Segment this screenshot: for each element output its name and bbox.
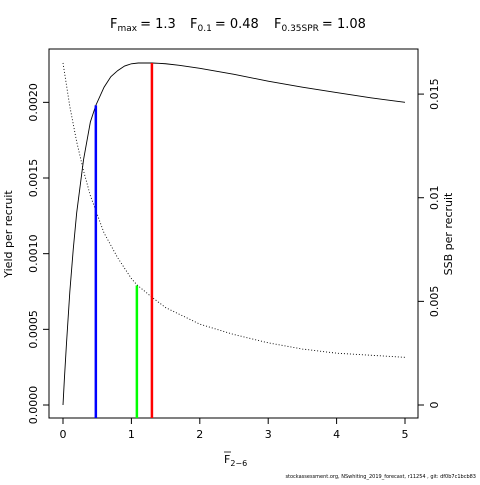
x-tick-label: 2 xyxy=(196,428,203,441)
f01-value: = 0.48 xyxy=(215,17,259,32)
x-tick-label: 4 xyxy=(333,428,340,441)
x-tick-label: 5 xyxy=(402,428,409,441)
y-tick-left-label: 0.0005 xyxy=(27,310,40,349)
f01-label: F xyxy=(190,17,197,32)
y-tick-right-label: 0.01 xyxy=(428,185,441,210)
fspr-value: = 1.08 xyxy=(322,17,366,32)
y-tick-right-label: 0.005 xyxy=(428,286,441,318)
y-axis-right: 0 0.005 0.01 0.015 xyxy=(417,78,441,409)
x-tick-label: 1 xyxy=(128,428,135,441)
ssb-per-recruit-line xyxy=(62,62,406,358)
chart-title: Fmax = 1.3 F0.1 = 0.48 F0.35SPR = 1.08 xyxy=(110,17,366,34)
reference-lines xyxy=(94,63,154,418)
x-tick-label: 0 xyxy=(60,428,67,441)
y-axis-left: 0.0000 0.0005 0.0010 0.0015 0.0020 xyxy=(27,83,50,425)
fmax-sub: max xyxy=(117,24,137,34)
y-tick-left-label: 0.0000 xyxy=(27,386,40,425)
x-tick-label: 3 xyxy=(265,428,272,441)
y-tick-left-label: 0.0010 xyxy=(27,234,40,272)
x-axis-title-sub: 2−6 xyxy=(230,459,247,468)
y-axis-right-title: SSB per recruit xyxy=(442,192,455,275)
fspr-label: F xyxy=(274,17,281,32)
y-tick-left-label: 0.0015 xyxy=(27,159,40,198)
yield-per-recruit-line xyxy=(62,62,406,406)
y-tick-right-label: 0.015 xyxy=(428,78,441,110)
y-tick-left-label: 0.0020 xyxy=(27,83,40,122)
x-axis-title-main: F xyxy=(224,453,230,466)
footer-text: stockassessment.org, NSwhiting_2019_fore… xyxy=(285,474,476,480)
y-axis-left-title: Yield per recruit xyxy=(2,190,15,279)
plot-frame xyxy=(48,48,419,419)
x-axis-title: F2−6 xyxy=(224,453,247,468)
y-tick-right-label: 0 xyxy=(428,402,441,409)
x-axis: 0 1 2 3 4 5 xyxy=(60,417,409,441)
f01-sub: 0.1 xyxy=(197,24,211,34)
fspr-sub: 0.35SPR xyxy=(281,24,318,34)
series-layer xyxy=(62,62,406,406)
fmax-label: F xyxy=(110,17,117,32)
fmax-value: = 1.3 xyxy=(140,17,176,32)
